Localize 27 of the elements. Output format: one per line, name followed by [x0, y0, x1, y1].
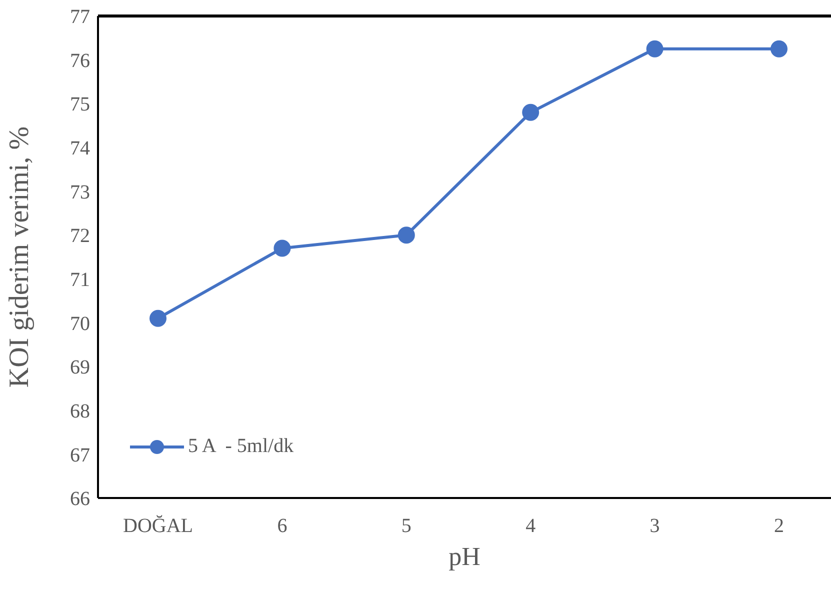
x-tick-label: DOĞAL: [123, 515, 193, 538]
y-tick-label: 74: [70, 138, 90, 160]
y-tick-label: 67: [70, 444, 90, 466]
y-tick-label: 73: [70, 181, 90, 204]
point: [770, 40, 788, 58]
point: [150, 310, 166, 327]
point: [522, 104, 540, 121]
y-tick-label: 70: [70, 312, 90, 335]
y-tick-label: 72: [70, 225, 90, 248]
x-tick-label: 6: [277, 515, 288, 538]
y-tick-label: 76: [70, 50, 90, 72]
point: [398, 226, 415, 244]
x-tick-label: 2: [774, 515, 784, 538]
y-tick-label: 69: [70, 356, 90, 379]
y-tick-label: 75: [70, 94, 90, 116]
point: [274, 240, 291, 257]
x-axis-title: pH: [448, 542, 481, 571]
point: [646, 40, 664, 58]
x-tick-label: 5: [401, 515, 412, 538]
y-tick-label: 71: [70, 269, 90, 292]
y-tick-label: 68: [70, 400, 90, 422]
legend-label: 5 A - 5ml/dk: [188, 435, 294, 458]
y-axis-title: KOİ giderim verimi, %: [4, 126, 35, 388]
y-tick-label: 77: [70, 6, 90, 28]
y-tick-label: 66: [70, 488, 90, 510]
x-tick-label: 4: [526, 515, 536, 538]
x-tick-label: 3: [650, 515, 660, 538]
